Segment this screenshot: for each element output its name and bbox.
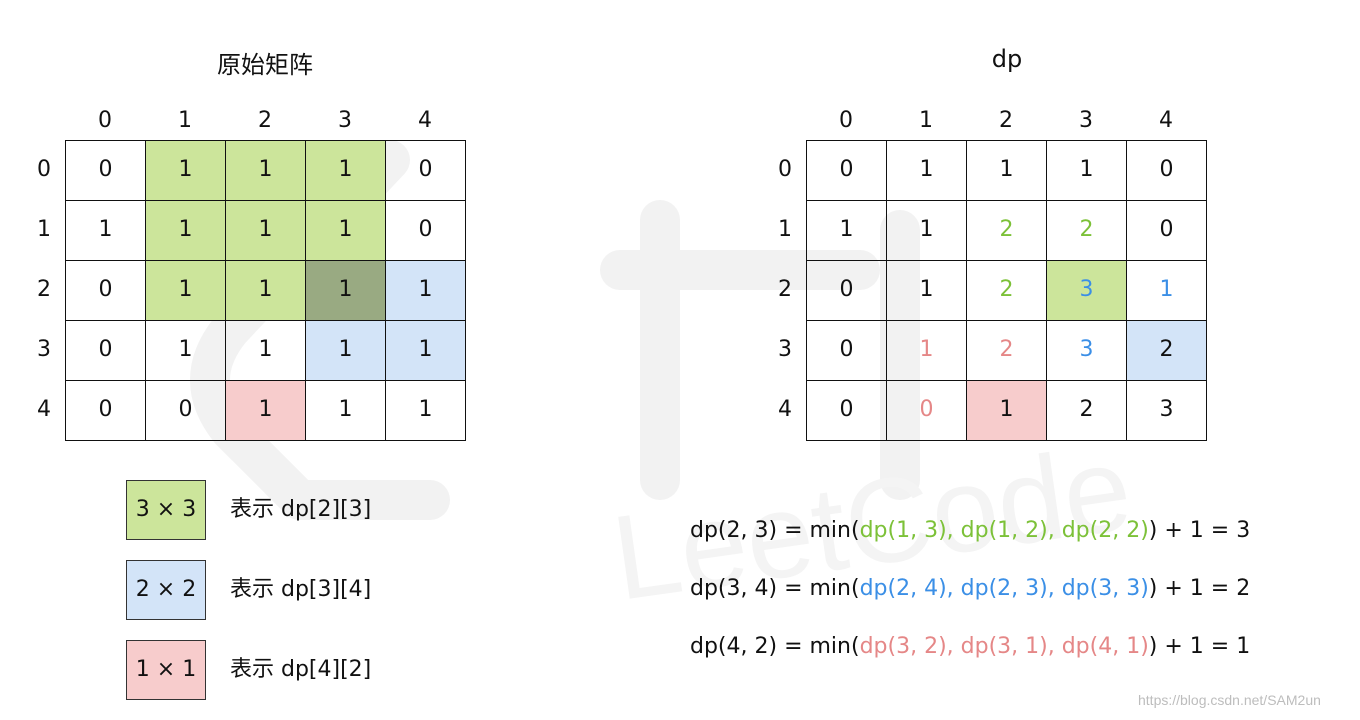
formula-line: dp(2, 3) = min(dp(1, 3), dp(1, 2), dp(2,… xyxy=(690,518,1250,543)
legend-swatch: 1 × 1 xyxy=(126,640,206,700)
original-cell: 1 xyxy=(386,321,466,381)
dp-cell: 1 xyxy=(807,201,887,261)
original-cell: 1 xyxy=(146,141,226,201)
original-col-header: 3 xyxy=(338,108,352,133)
original-cell: 1 xyxy=(226,321,306,381)
dp-cell: 0 xyxy=(807,321,887,381)
dp-cell: 1 xyxy=(1047,141,1127,201)
original-cell: 1 xyxy=(146,201,226,261)
original-cell: 1 xyxy=(226,261,306,321)
original-cell: 0 xyxy=(66,261,146,321)
dp-cell: 2 xyxy=(1127,321,1207,381)
dp-row-header: 3 xyxy=(778,337,792,362)
dp-cell: 1 xyxy=(887,201,967,261)
legend-swatch: 3 × 3 xyxy=(126,480,206,540)
dp-cell: 0 xyxy=(807,141,887,201)
dp-col-header: 1 xyxy=(919,108,933,133)
dp-col-header: 4 xyxy=(1159,108,1173,133)
original-col-header: 4 xyxy=(418,108,432,133)
original-cell: 0 xyxy=(146,381,226,441)
formula-prefix: dp(2, 3) = min( xyxy=(690,518,860,543)
dp-cell: 3 xyxy=(1047,261,1127,321)
formula-line: dp(4, 2) = min(dp(3, 2), dp(3, 1), dp(4,… xyxy=(690,634,1250,659)
original-cell: 1 xyxy=(306,261,386,321)
dp-cell: 0 xyxy=(887,381,967,441)
original-cell: 0 xyxy=(66,141,146,201)
formula-suffix: ) + 1 = 2 xyxy=(1148,576,1251,601)
dp-cell: 2 xyxy=(967,321,1047,381)
formula-prefix: dp(3, 4) = min( xyxy=(690,576,860,601)
formula-line: dp(3, 4) = min(dp(2, 4), dp(2, 3), dp(3,… xyxy=(690,576,1250,601)
original-cell: 0 xyxy=(386,141,466,201)
dp-cell: 1 xyxy=(1127,261,1207,321)
original-cell: 1 xyxy=(66,201,146,261)
original-cell: 1 xyxy=(306,141,386,201)
right-matrix-title: dp xyxy=(991,45,1023,73)
dp-cell: 2 xyxy=(967,201,1047,261)
formula-args: dp(2, 4), dp(2, 3), dp(3, 3) xyxy=(859,576,1149,601)
dp-cell: 2 xyxy=(967,261,1047,321)
original-col-header: 1 xyxy=(178,108,192,133)
dp-cell: 2 xyxy=(1047,201,1127,261)
formula-suffix: ) + 1 = 1 xyxy=(1148,634,1251,659)
formula-args: dp(3, 2), dp(3, 1), dp(4, 1) xyxy=(859,634,1149,659)
dp-cell: 1 xyxy=(967,141,1047,201)
original-cell: 1 xyxy=(226,201,306,261)
original-cell: 1 xyxy=(306,201,386,261)
dp-cell: 0 xyxy=(1127,141,1207,201)
original-cell: 1 xyxy=(306,381,386,441)
original-col-header: 2 xyxy=(258,108,272,133)
original-cell: 1 xyxy=(386,261,466,321)
original-row-header: 1 xyxy=(37,217,51,242)
dp-cell: 1 xyxy=(887,261,967,321)
original-col-header: 0 xyxy=(98,108,112,133)
dp-cell: 1 xyxy=(967,381,1047,441)
original-row-header: 3 xyxy=(37,337,51,362)
original-cell: 1 xyxy=(146,321,226,381)
formula-prefix: dp(4, 2) = min( xyxy=(690,634,860,659)
dp-col-header: 2 xyxy=(999,108,1013,133)
dp-cell: 0 xyxy=(807,261,887,321)
original-cell: 0 xyxy=(66,381,146,441)
dp-row-header: 1 xyxy=(778,217,792,242)
legend-label: 表示 dp[2][3] xyxy=(230,497,372,522)
dp-cell: 1 xyxy=(887,321,967,381)
source-watermark: https://blog.csdn.net/SAM2un xyxy=(1138,692,1321,708)
formula-suffix: ) + 1 = 3 xyxy=(1148,518,1251,543)
formula-args: dp(1, 3), dp(1, 2), dp(2, 2) xyxy=(859,518,1149,543)
dp-row-header: 4 xyxy=(778,397,792,422)
legend-label: 表示 dp[4][2] xyxy=(230,657,372,682)
dp-col-header: 0 xyxy=(839,108,853,133)
legend-label: 表示 dp[3][4] xyxy=(230,577,372,602)
original-cell: 0 xyxy=(386,201,466,261)
dp-cell: 0 xyxy=(1127,201,1207,261)
dp-cell: 3 xyxy=(1047,321,1127,381)
dp-cell: 1 xyxy=(887,141,967,201)
original-row-header: 4 xyxy=(37,397,51,422)
left-matrix-title: 原始矩阵 xyxy=(217,51,313,79)
original-cell: 0 xyxy=(66,321,146,381)
legend-swatch: 2 × 2 xyxy=(126,560,206,620)
original-cell: 1 xyxy=(386,381,466,441)
dp-cell: 2 xyxy=(1047,381,1127,441)
original-row-header: 2 xyxy=(37,277,51,302)
original-row-header: 0 xyxy=(37,157,51,182)
original-cell: 1 xyxy=(146,261,226,321)
dp-row-header: 2 xyxy=(778,277,792,302)
dp-cell: 0 xyxy=(807,381,887,441)
dp-row-header: 0 xyxy=(778,157,792,182)
dp-cell: 3 xyxy=(1127,381,1207,441)
original-cell: 1 xyxy=(226,381,306,441)
original-cell: 1 xyxy=(226,141,306,201)
original-cell: 1 xyxy=(306,321,386,381)
dp-col-header: 3 xyxy=(1079,108,1093,133)
